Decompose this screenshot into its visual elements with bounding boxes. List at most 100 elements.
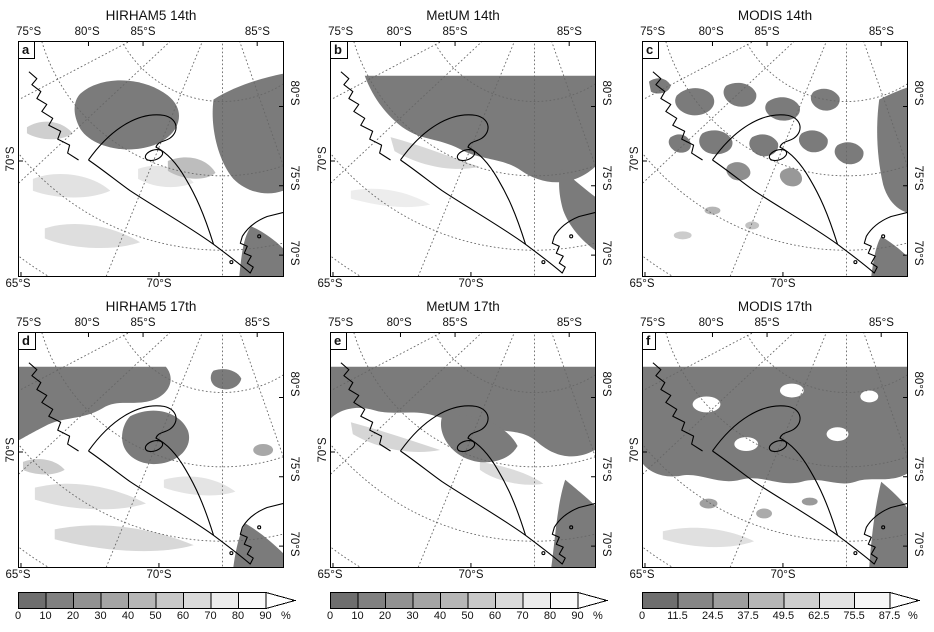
colorbar-segment bbox=[412, 592, 441, 609]
colorbar-segment bbox=[238, 592, 267, 609]
axis-bottom: 65°S 70°S bbox=[629, 278, 908, 293]
axis-tick: 80°S bbox=[74, 26, 100, 38]
axis-tick: 65°S bbox=[5, 569, 31, 581]
colorbar-segment bbox=[854, 592, 891, 609]
panel-title: MetUM 14th bbox=[426, 8, 500, 23]
axis-tick: 75°S bbox=[912, 165, 925, 191]
colorbar-arrow bbox=[577, 592, 609, 609]
axis-tick: 80°S bbox=[698, 26, 724, 38]
panel-title: HIRHAM5 14th bbox=[105, 8, 197, 23]
axis-bottom: 65°S 70°S bbox=[5, 278, 284, 293]
axis-tick: 85°S bbox=[868, 317, 894, 329]
colorbar-tick: 30 bbox=[406, 610, 419, 622]
colorbar-tick: 11.5 bbox=[667, 610, 688, 622]
axis-tick: 70°S bbox=[770, 569, 796, 581]
colorbar-segment bbox=[440, 592, 469, 609]
map-plot-e: e bbox=[330, 332, 596, 568]
axis-tick: 70°S bbox=[146, 569, 172, 581]
colorbar-tick: 87.5 bbox=[878, 610, 901, 622]
colorbar-tick: 70 bbox=[516, 610, 529, 622]
colorbar-segment bbox=[642, 592, 679, 609]
colorbar-tick: 60 bbox=[176, 610, 190, 622]
axis-top: 75°S 80°S 85°S 85°S bbox=[640, 26, 908, 40]
colorbar-segment bbox=[550, 592, 579, 609]
axis-tick: 80°S bbox=[600, 371, 613, 397]
axis-top: 75°S 80°S 85°S 85°S bbox=[640, 317, 908, 331]
axis-tick: 75°S bbox=[16, 317, 42, 329]
colorbar-segment bbox=[128, 592, 157, 609]
colorbar-segment bbox=[818, 592, 856, 609]
colorbar-tick: 0 bbox=[638, 610, 646, 622]
axis-top: 75°S 80°S 85°S 85°S bbox=[16, 317, 284, 331]
colorbar-gradient bbox=[642, 592, 921, 609]
map-e bbox=[331, 333, 595, 567]
colorbar-tick: 30 bbox=[94, 610, 107, 622]
axis-tick: 75°S bbox=[912, 456, 925, 482]
axis-tick: 75°S bbox=[328, 26, 354, 38]
colorbar-tick: 90 bbox=[259, 610, 272, 622]
colorbar-unit: % bbox=[908, 610, 918, 622]
colorbar-tick: 90 bbox=[571, 610, 584, 622]
map-b bbox=[331, 42, 595, 276]
axis-left: 70°S bbox=[314, 332, 330, 568]
axis-tick: 70°S bbox=[458, 278, 484, 290]
axis-tick: 85°S bbox=[442, 26, 468, 38]
axis-tick: 70°S bbox=[912, 531, 925, 557]
colorbar-tick: 40 bbox=[121, 610, 135, 622]
axis-tick: 85°S bbox=[868, 26, 894, 38]
axis-tick: 65°S bbox=[5, 278, 31, 290]
panel-b: MetUM 14th 75°S 80°S 85°S 85°S 70°S bbox=[314, 4, 620, 295]
axis-tick: 65°S bbox=[629, 278, 655, 290]
colorbar-segment bbox=[783, 592, 820, 609]
colorbar-ticks: 0 11.5 24.5 37.5 49.5 62.5 75.5 87.5 % bbox=[638, 610, 932, 623]
axis-left: 70°S bbox=[2, 332, 18, 568]
colorbar-tick: 49.5 bbox=[772, 610, 795, 622]
map-c bbox=[643, 42, 907, 276]
axis-tick: 70°S bbox=[4, 437, 17, 463]
axis-tick: 85°S bbox=[244, 317, 270, 329]
axis-tick: 65°S bbox=[629, 569, 655, 581]
colorbar-tick: 62.5 bbox=[808, 610, 830, 622]
colorbar-segment bbox=[522, 592, 551, 609]
axis-right: 80°S 75°S 70°S bbox=[284, 41, 308, 277]
axis-right: 80°S 75°S 70°S bbox=[908, 41, 932, 277]
axis-tick: 70°S bbox=[600, 240, 613, 266]
panel-title: MODIS 17th bbox=[737, 299, 813, 314]
map-d bbox=[19, 333, 283, 567]
map-plot-a: a bbox=[18, 41, 284, 277]
axis-tick: 85°S bbox=[556, 317, 582, 329]
axis-tick: 85°S bbox=[130, 317, 156, 329]
colorbar-modis: 0 11.5 24.5 37.5 49.5 62.5 75.5 87.5 % bbox=[626, 592, 932, 623]
panel-letter: d bbox=[19, 333, 36, 350]
axis-tick: 80°S bbox=[698, 317, 724, 329]
axis-right: 80°S 75°S 70°S bbox=[908, 332, 932, 568]
axis-tick: 85°S bbox=[556, 26, 582, 38]
axis-tick: 80°S bbox=[74, 317, 100, 329]
axis-tick: 70°S bbox=[288, 240, 301, 266]
axis-bottom: 65°S 70°S bbox=[317, 278, 596, 293]
axis-tick: 75°S bbox=[640, 317, 666, 329]
axis-right: 80°S 75°S 70°S bbox=[284, 332, 308, 568]
colorbar-unit: % bbox=[281, 610, 291, 622]
colorbar-tick: 20 bbox=[378, 610, 392, 622]
panel-a: HIRHAM5 14th 75°S 80°S 85°S 85°S 70°S bbox=[2, 4, 308, 295]
axis-right: 80°S 75°S 70°S bbox=[596, 41, 620, 277]
colorbar-arrow bbox=[265, 592, 297, 609]
colorbar-gradient bbox=[18, 592, 297, 609]
colorbar-ticks: 0 10 20 30 40 50 60 70 80 90 % bbox=[15, 610, 308, 623]
colorbar-segment bbox=[210, 592, 239, 609]
axis-tick: 85°S bbox=[130, 26, 156, 38]
axis-tick: 75°S bbox=[16, 26, 42, 38]
axis-tick: 80°S bbox=[912, 80, 925, 106]
colorbar-hirham5: 0 10 20 30 40 50 60 70 80 90 % bbox=[2, 592, 308, 623]
map-plot-f: f bbox=[642, 332, 908, 568]
panel-letter: c bbox=[643, 42, 660, 59]
panel-e: MetUM 17th 75°S 80°S 85°S 85°S 70°S bbox=[314, 295, 620, 586]
colorbar-tick: 75.5 bbox=[843, 610, 865, 622]
axis-tick: 75°S bbox=[288, 165, 301, 191]
axis-bottom: 65°S 70°S bbox=[5, 569, 284, 584]
axis-tick: 70°S bbox=[628, 146, 641, 172]
colorbar-gradient bbox=[330, 592, 609, 609]
axis-top: 75°S 80°S 85°S 85°S bbox=[328, 26, 596, 40]
axis-tick: 70°S bbox=[316, 437, 329, 463]
